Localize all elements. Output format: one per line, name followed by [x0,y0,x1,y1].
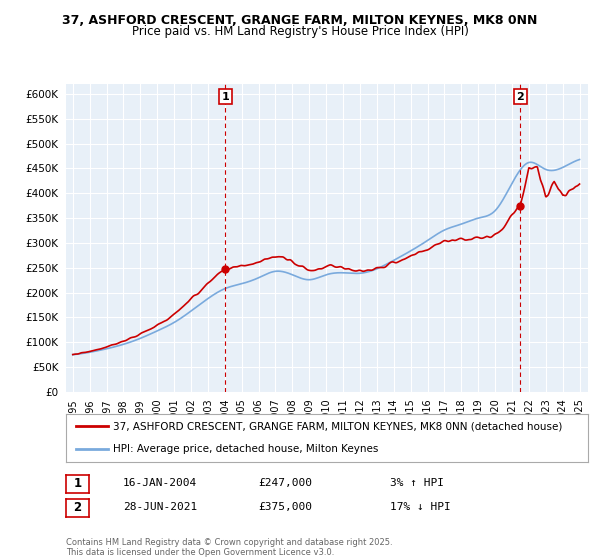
Text: 17% ↓ HPI: 17% ↓ HPI [390,502,451,512]
Text: £247,000: £247,000 [258,478,312,488]
Text: Contains HM Land Registry data © Crown copyright and database right 2025.
This d: Contains HM Land Registry data © Crown c… [66,538,392,557]
Text: 28-JUN-2021: 28-JUN-2021 [123,502,197,512]
Text: 1: 1 [73,477,82,491]
Text: 37, ASHFORD CRESCENT, GRANGE FARM, MILTON KEYNES, MK8 0NN (detached house): 37, ASHFORD CRESCENT, GRANGE FARM, MILTO… [113,421,562,431]
Text: 16-JAN-2004: 16-JAN-2004 [123,478,197,488]
Text: 2: 2 [517,92,524,102]
Text: Price paid vs. HM Land Registry's House Price Index (HPI): Price paid vs. HM Land Registry's House … [131,25,469,38]
Text: 37, ASHFORD CRESCENT, GRANGE FARM, MILTON KEYNES, MK8 0NN: 37, ASHFORD CRESCENT, GRANGE FARM, MILTO… [62,14,538,27]
Text: 1: 1 [221,92,229,102]
Text: £375,000: £375,000 [258,502,312,512]
Text: HPI: Average price, detached house, Milton Keynes: HPI: Average price, detached house, Milt… [113,444,379,454]
Text: 3% ↑ HPI: 3% ↑ HPI [390,478,444,488]
Text: 2: 2 [73,501,82,515]
